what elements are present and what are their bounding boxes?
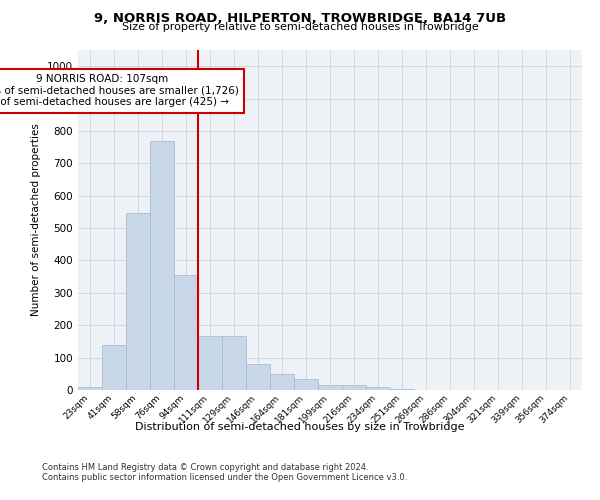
Text: 9 NORRIS ROAD: 107sqm
← 79% of semi-detached houses are smaller (1,726)
20% of s: 9 NORRIS ROAD: 107sqm ← 79% of semi-deta…	[0, 74, 238, 108]
Bar	[126, 212, 150, 390]
Y-axis label: Number of semi-detached properties: Number of semi-detached properties	[31, 124, 41, 316]
Bar	[318, 385, 342, 390]
Bar	[78, 388, 102, 390]
Bar	[270, 374, 294, 390]
Bar	[366, 388, 390, 390]
Bar	[150, 142, 174, 390]
Text: Contains public sector information licensed under the Open Government Licence v3: Contains public sector information licen…	[42, 472, 407, 482]
Bar	[246, 364, 270, 390]
Bar	[174, 275, 198, 390]
Text: Distribution of semi-detached houses by size in Trowbridge: Distribution of semi-detached houses by …	[135, 422, 465, 432]
Text: Size of property relative to semi-detached houses in Trowbridge: Size of property relative to semi-detach…	[122, 22, 478, 32]
Bar	[390, 389, 414, 390]
Bar	[222, 336, 246, 390]
Bar	[198, 336, 222, 390]
Text: Contains HM Land Registry data © Crown copyright and database right 2024.: Contains HM Land Registry data © Crown c…	[42, 462, 368, 471]
Bar	[294, 380, 318, 390]
Bar	[102, 344, 126, 390]
Bar	[342, 385, 366, 390]
Text: 9, NORRIS ROAD, HILPERTON, TROWBRIDGE, BA14 7UB: 9, NORRIS ROAD, HILPERTON, TROWBRIDGE, B…	[94, 12, 506, 26]
